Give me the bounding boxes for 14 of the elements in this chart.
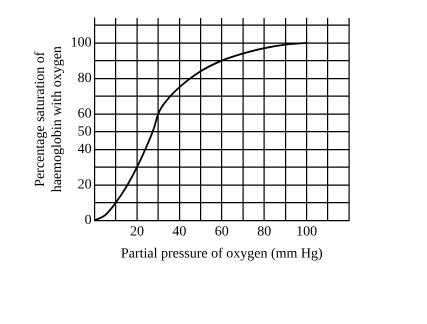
- y-tick-label: 100: [70, 36, 92, 51]
- y-tick-label: 80: [78, 71, 92, 86]
- x-tick-label: 20: [130, 224, 144, 240]
- x-axis-title: Partial pressure of oxygen (mm Hg): [120, 246, 324, 262]
- x-tick-label: 80: [257, 224, 272, 240]
- y-tick-label: 60: [78, 106, 92, 122]
- x-tick-label: 100: [296, 224, 318, 240]
- x-tick-label: 60: [214, 224, 229, 240]
- y-tick-label: 40: [78, 142, 92, 158]
- y-tick-label: 0: [84, 213, 92, 228]
- y-tick-label: 50: [78, 124, 92, 140]
- y-axis-title: Percentage saturation of haemoglobin with oxygen: [33, 46, 65, 192]
- x-tick-label: 40: [172, 224, 186, 240]
- y-tick-label: 20: [78, 178, 92, 193]
